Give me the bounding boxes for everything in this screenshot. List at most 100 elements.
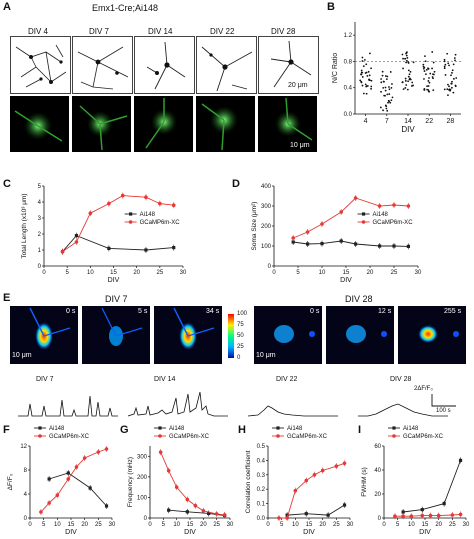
x-tick-label: 30 — [180, 270, 187, 276]
neuron-skeleton-icon — [201, 46, 253, 92]
x-axis-label: DIV — [108, 277, 120, 284]
scatter-point — [422, 65, 425, 68]
data-point — [401, 514, 405, 518]
y-tick-label: 200 — [261, 224, 272, 230]
scatter-point — [443, 88, 446, 91]
scatter-point — [426, 88, 429, 91]
scatter-point — [381, 74, 384, 77]
scatter-point — [388, 86, 390, 88]
y-tick-label: 0.0 — [257, 516, 266, 522]
y-tick-label: 0.8 — [344, 59, 353, 65]
data-point — [144, 195, 148, 199]
scatter-point — [447, 62, 450, 65]
data-point — [306, 242, 310, 246]
scatter-point — [401, 53, 404, 56]
frame-div7-5s — [82, 306, 150, 364]
legend-label: GCaMP6m-XC — [169, 434, 210, 440]
legend-label: GCaMP6m-XC — [287, 434, 328, 440]
legend-marker — [38, 426, 42, 430]
scatter-point — [405, 61, 408, 64]
data-point — [392, 244, 396, 248]
data-point — [60, 249, 65, 254]
x-tick-label: 25 — [449, 522, 456, 528]
scatter-point — [433, 70, 436, 73]
trace-scale-x-label: 100 s — [436, 408, 451, 414]
x-tick-label: 20 — [133, 270, 140, 276]
scatter-point — [370, 79, 373, 82]
x-tick-label: 15 — [306, 522, 313, 528]
x-tick-label: 5 — [162, 522, 166, 528]
scatter-point — [385, 107, 388, 110]
data-point — [104, 504, 109, 508]
y-axis-label: FWHM (s) — [361, 467, 368, 497]
scatter-point — [367, 70, 370, 73]
x-tick-label: 15 — [110, 270, 117, 276]
legend-marker — [276, 426, 280, 430]
data-point — [406, 204, 411, 208]
scatter-point — [453, 57, 456, 59]
legend-label: GCaMP6m-XC — [403, 434, 444, 440]
series-line-0 — [403, 460, 461, 513]
y-tick-label: 3 — [38, 216, 42, 222]
y-tick-label: 400 — [261, 184, 272, 190]
y-tick-label: 0 — [378, 516, 382, 522]
scatter-point — [404, 57, 406, 60]
scatter-point — [424, 73, 427, 76]
scatter-point — [386, 109, 389, 112]
scatter-point — [429, 72, 432, 75]
x-tick-label: 5 — [296, 270, 300, 276]
scatter-point — [405, 52, 407, 55]
scatter-point — [366, 85, 369, 87]
data-point — [74, 240, 79, 244]
scatter-point — [455, 77, 458, 79]
colorbar — [228, 314, 234, 358]
x-tick-label: 0 — [42, 270, 46, 276]
chart-c: 0 5 10 15 20 25 30 0 1 2 3 4 5 DIV Total Length (x10³ … — [21, 184, 187, 284]
data-point — [353, 196, 358, 200]
data-point — [305, 230, 310, 234]
axis-lines — [267, 446, 350, 519]
data-point — [291, 236, 295, 240]
frame-div7-0s — [10, 306, 78, 364]
series-line-0 — [293, 240, 409, 247]
scatter-point — [366, 75, 369, 77]
scale-bar-label-top: 20 μm — [288, 82, 308, 89]
scatter-point — [443, 58, 446, 61]
x-tick-label: 5 — [65, 270, 69, 276]
scatter-point — [360, 80, 363, 83]
scatter-point — [362, 92, 365, 95]
scatter-point — [451, 71, 453, 74]
data-point — [107, 246, 111, 250]
panel-a-title: Emx1-Cre;Ai148 — [92, 3, 159, 13]
data-point — [88, 211, 93, 215]
scatter-point — [404, 77, 407, 80]
y-tick-label: 200 — [137, 475, 148, 481]
chart-i: 0 5 10 15 20 25 30 0 20 40 60 DIV FWHM (s) Ai148 GCaMP… — [361, 426, 470, 536]
scatter-point — [369, 52, 371, 55]
y-tick-label: 20 — [374, 492, 381, 498]
scatter-point — [443, 67, 446, 70]
scatter-point — [447, 94, 449, 97]
x-tick-label: 4 — [364, 118, 368, 125]
scatter-point — [425, 68, 428, 71]
data-point — [304, 478, 309, 483]
data-point — [74, 234, 79, 238]
x-tick-label: 15 — [343, 270, 350, 276]
neuron-skeleton-icon — [146, 41, 186, 90]
fluor-tile-div4 — [10, 96, 69, 152]
scatter-point — [449, 88, 452, 91]
scatter-point — [406, 88, 409, 91]
colorbar-tick-0: 0 — [237, 355, 241, 361]
scatter-point — [446, 52, 449, 55]
scatter-point — [431, 76, 434, 78]
data-point — [47, 501, 51, 505]
fluor-tile-div28 — [258, 96, 317, 152]
scatter-point — [423, 70, 426, 72]
scatter-point — [450, 82, 453, 85]
data-point — [420, 508, 424, 512]
x-tick-label: 0 — [382, 522, 386, 528]
scatter-point — [432, 73, 435, 76]
legend-marker — [392, 434, 396, 438]
scatter-point — [451, 69, 454, 72]
x-tick-label: 15 — [187, 522, 194, 528]
